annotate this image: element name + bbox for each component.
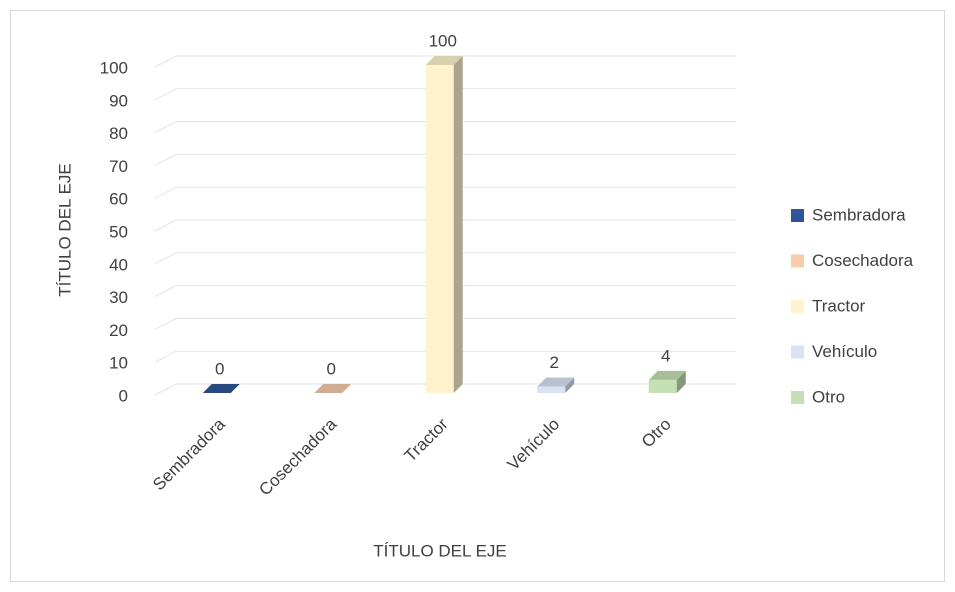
y-tick-label: 50 [109, 222, 128, 241]
legend-swatch [791, 300, 804, 313]
bar-top [648, 370, 686, 380]
legend-label: Vehículo [812, 342, 877, 361]
bar-side [676, 370, 686, 393]
bar [425, 56, 463, 393]
grid-line [154, 121, 736, 134]
grid-line [154, 186, 736, 199]
bar-top [202, 384, 240, 393]
grid-line [154, 153, 736, 166]
data-label: 0 [215, 359, 224, 378]
bar-side [565, 377, 575, 393]
grid-line [154, 350, 736, 363]
data-label: 100 [429, 31, 457, 50]
grid-line [154, 285, 736, 298]
grid-line [154, 317, 736, 330]
bar-side [453, 56, 463, 393]
grid-line [154, 88, 736, 101]
legend-label: Tractor [812, 296, 866, 315]
bar [314, 384, 352, 393]
y-tick-label: 100 [100, 58, 128, 77]
legend-label: Sembradora [812, 205, 906, 224]
bar-front [425, 65, 454, 393]
grid-line [154, 219, 736, 232]
y-tick-label: 0 [119, 386, 128, 405]
legend-swatch [791, 209, 804, 222]
y-tick-label: 20 [109, 321, 128, 340]
bar [648, 370, 686, 393]
bar-top [314, 384, 352, 393]
bar [202, 384, 240, 393]
y-tick-label: 10 [109, 354, 128, 373]
bar [537, 377, 575, 393]
chart-border [10, 10, 945, 582]
legend-swatch [791, 254, 804, 268]
y-tick-label: 30 [109, 288, 128, 307]
bar-front [537, 386, 566, 393]
data-label: 2 [550, 353, 559, 372]
grid-line [154, 55, 736, 68]
y-tick-label: 60 [109, 190, 128, 209]
bar-top [425, 56, 463, 65]
y-tick-label: 70 [109, 157, 128, 176]
data-label: 4 [661, 346, 670, 365]
y-axis-title: TÍTULO DEL EJE [55, 163, 74, 297]
grid-line [154, 252, 736, 265]
data-label: 0 [327, 359, 336, 378]
y-tick-label: 80 [109, 124, 128, 143]
y-tick-label: 40 [109, 255, 128, 274]
x-axis-title: TÍTULO DEL EJE [373, 541, 507, 560]
legend-label: Cosechadora [812, 251, 914, 270]
bar-front [648, 379, 677, 393]
legend-label: Otro [812, 387, 845, 406]
legend-swatch [791, 345, 804, 359]
legend-swatch [791, 391, 804, 404]
bar-top [537, 377, 575, 387]
y-tick-label: 90 [109, 91, 128, 110]
